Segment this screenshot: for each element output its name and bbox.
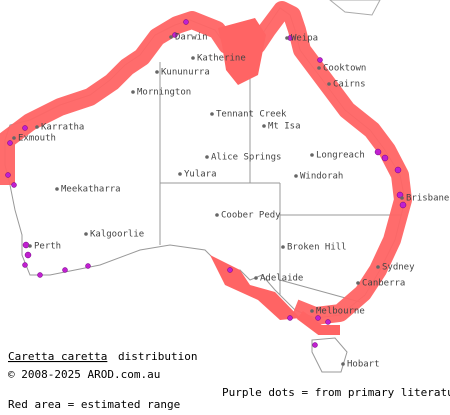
species-name: Caretta caretta <box>8 350 107 363</box>
copyright: © 2008-2025 AROD.com.au <box>8 368 160 381</box>
town-dot <box>285 36 289 40</box>
town-label: Katherine <box>197 54 246 64</box>
town-label: Windorah <box>300 172 343 182</box>
town-label: Darwin <box>175 33 208 43</box>
town-dot <box>84 232 88 236</box>
town-dot <box>356 281 360 285</box>
town-dot <box>35 125 39 129</box>
town-label: Perth <box>34 242 61 252</box>
town-dot <box>178 172 182 176</box>
town-label: Yulara <box>184 170 217 180</box>
town-dot <box>310 309 314 313</box>
town-label: Hobart <box>347 360 380 370</box>
legend-purple: Purple dots = from primary literature <box>222 386 450 399</box>
state-borders <box>159 48 402 303</box>
town-dot <box>310 153 314 157</box>
town-label: Sydney <box>382 263 415 273</box>
tasmania <box>311 337 348 373</box>
town-dot <box>341 362 345 366</box>
town-label: Alice Springs <box>211 153 281 163</box>
town-dot <box>205 155 209 159</box>
town-dot <box>294 174 298 178</box>
town-label: Adelaide <box>260 274 303 284</box>
town-dot <box>169 35 173 39</box>
town-dot <box>262 124 266 128</box>
town-label: Mt Isa <box>268 122 301 132</box>
town-dot <box>210 112 214 116</box>
town-label: Weipa <box>291 34 318 44</box>
legend-red: Red area = estimated range <box>8 398 180 411</box>
town-labels: Darwin Katherine Kununurra Weipa Cooktown Cai… <box>12 33 449 370</box>
town-dot <box>281 245 285 249</box>
town-dot <box>155 70 159 74</box>
town-label: Broken Hill <box>287 243 347 253</box>
town-label: Kalgoorlie <box>90 230 144 240</box>
town-dot <box>28 244 32 248</box>
town-dot <box>376 265 380 269</box>
town-label: Cairns <box>333 80 366 90</box>
town-dot <box>327 82 331 86</box>
literature-dots <box>5 19 407 348</box>
caption-distribution: distribution <box>118 350 197 363</box>
town-label: Meekatharra <box>61 185 121 195</box>
town-label: Exmouth <box>18 134 56 144</box>
new-guinea <box>329 0 381 16</box>
town-label: Mornington <box>137 88 191 98</box>
town-dot <box>400 196 404 200</box>
town-label: Brisbane <box>406 194 449 204</box>
town-label: Canberra <box>362 279 405 289</box>
estimated-range <box>0 1 412 335</box>
town-dot <box>215 213 219 217</box>
town-dot <box>12 136 16 140</box>
town-label: Karratha <box>41 123 84 133</box>
town-dot <box>254 276 258 280</box>
town-dot <box>131 90 135 94</box>
town-label: Coober Pedy <box>221 211 281 221</box>
town-label: Melbourne <box>316 307 365 317</box>
town-label: Kununurra <box>161 68 210 78</box>
town-label: Cooktown <box>323 64 366 74</box>
town-dot <box>55 187 59 191</box>
town-dot <box>191 56 195 60</box>
town-label: Longreach <box>316 151 365 161</box>
town-dot <box>317 66 321 70</box>
town-label: Tennant Creek <box>216 110 287 120</box>
